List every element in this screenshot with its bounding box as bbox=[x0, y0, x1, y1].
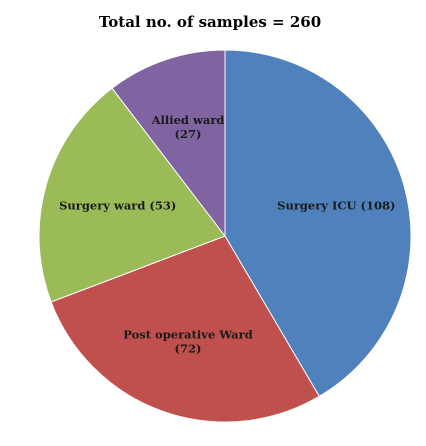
pie-slice bbox=[224, 49, 412, 398]
pie-labels: Surgery ICU (108) Post operative Ward (72)… bbox=[59, 113, 395, 355]
pie-slice bbox=[38, 87, 226, 303]
slice-label: Allied ward (27) bbox=[151, 113, 225, 141]
slice-label-line: Allied ward bbox=[151, 113, 225, 127]
slice-label-line: (27) bbox=[175, 127, 202, 141]
slice-label-line: Surgery ICU (108) bbox=[277, 199, 395, 213]
slice-label-line: Surgery ward (53) bbox=[59, 198, 176, 212]
slice-label: Post operative Ward (72) bbox=[123, 327, 253, 355]
slice-label-line: (72) bbox=[175, 341, 202, 355]
slice-label: Surgery ICU (108) bbox=[277, 199, 395, 213]
pie-slice bbox=[50, 235, 320, 423]
pie-slice bbox=[111, 49, 226, 238]
slice-label-line: Post operative Ward bbox=[123, 327, 253, 341]
chart-title: Total no. of samples = 260 bbox=[99, 13, 321, 31]
slice-label: Surgery ward (53) bbox=[59, 198, 176, 212]
pie-slices bbox=[38, 49, 412, 423]
